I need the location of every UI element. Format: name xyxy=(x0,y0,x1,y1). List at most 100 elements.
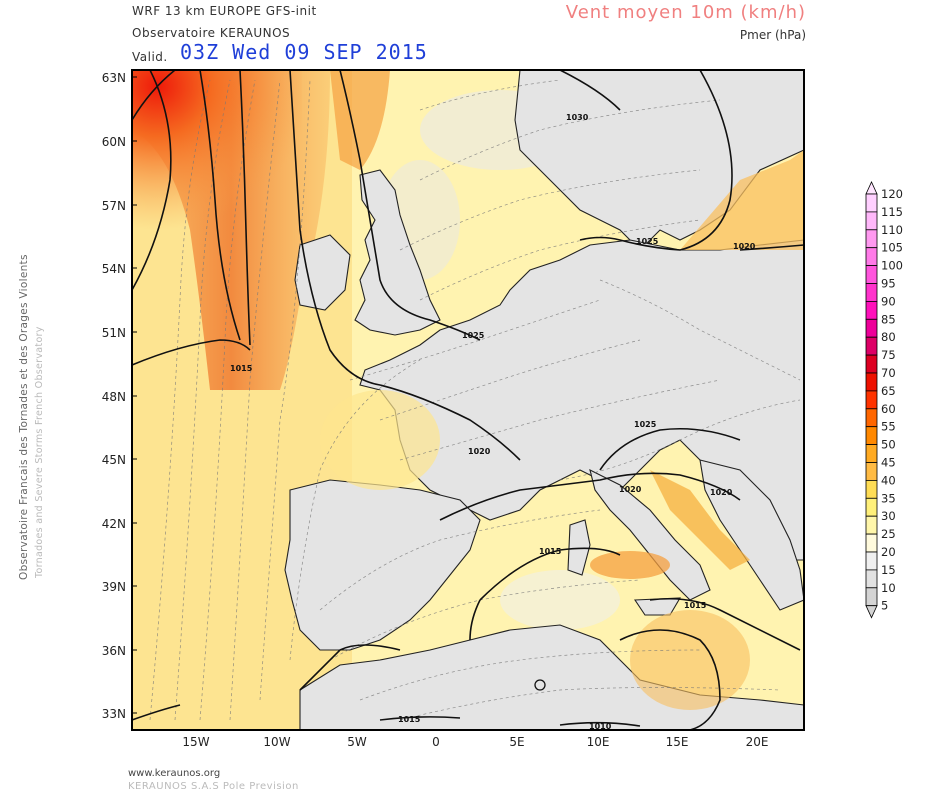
isobar-label: 1015 xyxy=(539,547,562,556)
colorbar-swatch xyxy=(865,408,878,428)
lon-label: 15E xyxy=(666,735,689,749)
colorbar-label: 50 xyxy=(881,438,896,452)
lat-label: 39N xyxy=(102,580,126,594)
lon-label: 20E xyxy=(746,735,769,749)
low-center-sahara xyxy=(534,679,546,691)
colorbar-swatch xyxy=(865,211,878,231)
colorbar-label: 15 xyxy=(881,563,896,577)
lon-label: 10E xyxy=(587,735,610,749)
isobar-label: 1030 xyxy=(566,113,589,122)
valid-label: Valid. xyxy=(132,50,168,64)
calm-sea-3 xyxy=(500,570,620,630)
lon-label: 15W xyxy=(182,735,209,749)
isobar-label: 1015 xyxy=(398,715,421,724)
iberian-peninsula xyxy=(284,479,481,651)
colorbar-swatch xyxy=(865,390,878,410)
ireland xyxy=(294,234,351,311)
colorbar-label: 80 xyxy=(881,330,896,344)
longitude-axis: 15W 10W 5W 0 5E 10E 15E 20E xyxy=(182,735,768,749)
isobar-label: 1015 xyxy=(230,364,253,373)
colorbar-label: 95 xyxy=(881,277,896,291)
sardinia xyxy=(567,519,591,576)
lat-label: 57N xyxy=(102,199,126,213)
lat-label: 36N xyxy=(102,644,126,658)
colorbar-label: 90 xyxy=(881,294,896,308)
colorbar-label: 55 xyxy=(881,420,896,434)
bay-biscay-wind xyxy=(320,390,440,490)
colorbar-swatch xyxy=(865,533,878,553)
colorbar-swatch xyxy=(865,336,878,356)
isobar-label: 1015 xyxy=(684,601,707,610)
isobar-label: 1020 xyxy=(619,485,642,494)
colorbar-label: 30 xyxy=(881,509,896,523)
isobar-label: 1020 xyxy=(733,242,756,251)
british-isles xyxy=(354,169,441,336)
parameter-title: Vent moyen 10m (km/h) xyxy=(565,2,806,23)
colorbar-label: 40 xyxy=(881,473,896,487)
land-masses xyxy=(284,70,804,730)
isobar-label: 1025 xyxy=(636,237,659,246)
isobars xyxy=(132,70,804,730)
isobar-label: 1025 xyxy=(634,420,657,429)
valid-time: 03Z Wed 09 SEP 2015 xyxy=(180,40,428,64)
isobar-labels: 1030 1025 1020 1025 1015 1020 1025 1020 … xyxy=(230,113,756,731)
parameter-subtitle: Pmer (hPa) xyxy=(739,28,806,42)
footer-company: KERAUNOS S.A.S Pole Prevision xyxy=(128,781,299,792)
map-frame xyxy=(131,69,805,731)
lon-label: 10W xyxy=(263,735,290,749)
lat-label: 48N xyxy=(102,390,126,404)
colorbar-label: 35 xyxy=(881,491,896,505)
colorbar-label: 25 xyxy=(881,527,896,541)
lat-label: 42N xyxy=(102,517,126,531)
lat-label: 51N xyxy=(102,326,126,340)
colorbar-label: 65 xyxy=(881,384,896,398)
isobar-label: 1020 xyxy=(468,447,491,456)
colorbar-swatch xyxy=(865,426,878,446)
colorbar-top-arrow xyxy=(865,181,878,195)
latitude-axis: 63N 60N 57N 54N 51N 48N 45N 42N 39N 36N … xyxy=(102,71,137,721)
colorbar-swatch xyxy=(865,587,878,607)
colorbar-swatch xyxy=(865,283,878,302)
colorbar-label: 110 xyxy=(881,223,903,237)
colorbar-swatch xyxy=(865,569,878,589)
map-area xyxy=(132,70,804,730)
lat-label: 60N xyxy=(102,135,126,149)
isobar-label: 1025 xyxy=(462,331,485,340)
adriatic-wind xyxy=(650,470,750,570)
colorbar-label: 45 xyxy=(881,456,896,470)
lat-label: 63N xyxy=(102,71,126,85)
lat-label: 45N xyxy=(102,453,126,467)
colorbar-swatch xyxy=(865,247,878,266)
model-line: WRF 13 km EUROPE GFS-init xyxy=(132,4,317,18)
lat-label: 33N xyxy=(102,707,126,721)
colorbar-label: 75 xyxy=(881,348,896,362)
colorbar-label: 70 xyxy=(881,366,896,380)
isobar-label: 1020 xyxy=(710,488,733,497)
colorbar-label: 120 xyxy=(881,187,903,201)
colorbar-swatch xyxy=(865,497,878,517)
tyrrhenian-wind xyxy=(590,551,670,579)
colorbar-swatch xyxy=(865,551,878,571)
colorbar-swatch xyxy=(865,444,878,463)
colorbar-swatch xyxy=(865,479,878,499)
colorbar-swatch xyxy=(865,265,878,284)
colorbar: 1201151101051009590858075706560555045403… xyxy=(865,181,903,619)
colorbar-label: 85 xyxy=(881,312,896,326)
colorbar-label: 5 xyxy=(881,599,888,613)
colorbar-label: 115 xyxy=(881,205,903,219)
observatory-line: Observatoire KERAUNOS xyxy=(132,26,291,40)
colorbar-swatch xyxy=(865,354,878,374)
ionian-wind xyxy=(630,610,750,710)
streamlines xyxy=(149,79,801,721)
colorbar-swatch xyxy=(865,515,878,535)
colorbar-swatch xyxy=(865,300,878,320)
baltic-wind xyxy=(680,150,804,250)
colorbar-swatch xyxy=(865,193,878,213)
colorbar-label: 60 xyxy=(881,402,896,416)
balkans xyxy=(699,459,804,611)
lon-label: 0 xyxy=(432,735,440,749)
colorbar-bottom-arrow xyxy=(865,605,878,619)
colorbar-swatch xyxy=(865,318,878,338)
colorbar-label: 10 xyxy=(881,581,896,595)
